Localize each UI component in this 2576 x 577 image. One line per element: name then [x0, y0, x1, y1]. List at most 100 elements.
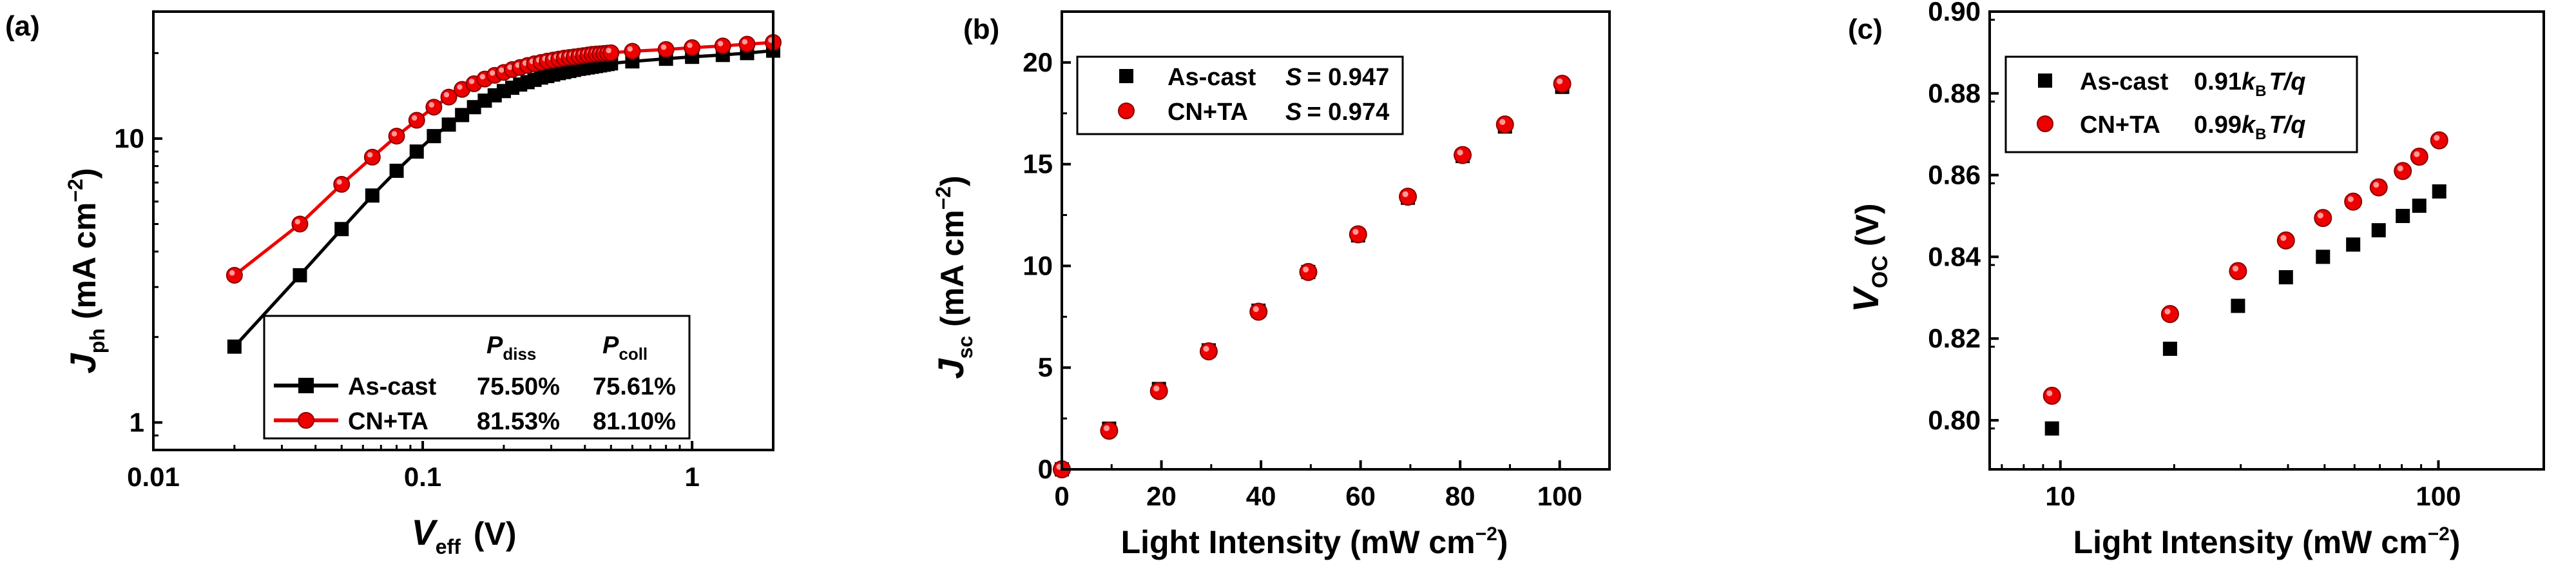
panel-c-frame [1988, 10, 2545, 471]
data-point-highlight [336, 179, 342, 185]
data-point-highlight [2046, 390, 2053, 396]
panel-b-ytick-label: 0 [1038, 454, 1053, 484]
legend-pdiss-cnta: 81.53% [477, 408, 560, 435]
data-point-highlight [2347, 196, 2354, 202]
panel-b-plot-area [1053, 75, 1572, 478]
legend-c-slope-ascast: 0.91kB T/q [2194, 68, 2305, 100]
data-point-cn-ta [2160, 305, 2179, 324]
data-point-as-cast [2396, 208, 2410, 223]
data-point-cn-ta [2314, 209, 2332, 228]
data-point-cn-ta [2344, 192, 2363, 211]
panel-c-ytick-label: 0.90 [1928, 0, 1981, 26]
panel-b-xtick-label: 80 [1445, 481, 1475, 511]
panel-b-ytick-label: 5 [1038, 352, 1053, 382]
data-point-as-cast [2278, 270, 2293, 285]
data-point-cn-ta [1249, 302, 1268, 321]
data-point-cn-ta [624, 43, 641, 60]
data-point-highlight [742, 39, 748, 45]
data-point-as-cast [441, 117, 456, 132]
data-point-cn-ta [2394, 162, 2412, 181]
panel-a-xtick-label: 0.1 [404, 462, 441, 492]
legend-b-stat-ascast: S = 0.947 [1285, 64, 1389, 91]
panel-c-ytick-label: 0.84 [1928, 241, 1981, 271]
legend-b-label-cnta: CN+TA [1168, 99, 1248, 126]
data-point-highlight [457, 84, 463, 90]
legend-b-stat-cnta: S = 0.974 [1285, 99, 1389, 126]
data-point-cn-ta [1149, 382, 1168, 400]
panel-c-xtick-label: 100 [2416, 481, 2461, 511]
data-point-highlight [2164, 308, 2171, 315]
data-point-cn-ta [2043, 386, 2061, 405]
data-point-highlight [2317, 212, 2323, 219]
data-point-cn-ta [408, 112, 425, 129]
panel-b-xlabel: Light Intensity (mW cm−2) [1121, 523, 1508, 560]
data-point-highlight [627, 46, 633, 52]
panel-b-ytick-label: 15 [1023, 149, 1053, 179]
legend-c-slope-cnta: 0.99kB T/q [2194, 112, 2305, 143]
panel-c: (c) 10 100 0.80 0.82 0.84 0.86 0.88 0.90 VOC(V)… [1845, 0, 2545, 560]
panel-c-ytick-label: 0.86 [1928, 160, 1981, 190]
data-point-highlight [2414, 151, 2420, 157]
panel-b-xtick-label: 100 [1537, 481, 1582, 511]
data-point-cn-ta [2430, 131, 2448, 150]
data-point-highlight [660, 44, 667, 50]
data-point-highlight [489, 70, 495, 76]
data-point-as-cast [2371, 223, 2386, 238]
data-point-as-cast [293, 268, 307, 282]
data-point-cn-ta [226, 266, 243, 284]
data-point-as-cast [2432, 184, 2446, 199]
data-point-highlight [717, 41, 724, 46]
data-point-as-cast [2231, 298, 2245, 313]
legend-b-label-ascast: As-cast [1168, 64, 1256, 91]
data-point-cn-ta [291, 215, 309, 233]
legend-marker-cnta [298, 412, 314, 429]
data-point-cn-ta [1399, 188, 1418, 206]
panel-c-ticks: 10 100 0.80 0.82 0.84 0.86 0.88 0.90 [1928, 0, 2461, 511]
data-point-cn-ta [425, 99, 443, 116]
data-point-highlight [1153, 386, 1160, 392]
data-point-as-cast [427, 129, 441, 144]
data-point-highlight [468, 79, 475, 84]
panel-label-a: (a) [5, 10, 40, 42]
legend-pdiss-ascast: 75.50% [477, 373, 560, 400]
data-point-highlight [428, 102, 434, 108]
panel-b-frame [1061, 10, 1611, 471]
data-point-highlight [515, 62, 521, 68]
data-point-cn-ta [2229, 262, 2247, 280]
legend-c-marker-ascast [2038, 73, 2052, 88]
panel-b-ytick-label: 10 [1023, 250, 1053, 280]
panel-a-legend-box [263, 315, 691, 440]
data-point-highlight [2280, 235, 2287, 241]
data-point-as-cast [455, 108, 470, 122]
panel-c-legend: As-cast 0.91kB T/q CN+TA 0.99kB T/q [2004, 55, 2358, 153]
legend-c-marker-cnta [2037, 115, 2053, 132]
data-point-as-cast [2412, 199, 2427, 213]
panel-b-ylabel: Jsc(mA cm−2) [930, 175, 977, 378]
data-point-cn-ta [1100, 422, 1119, 440]
data-point-cn-ta [1199, 342, 1218, 360]
data-point-highlight [2397, 165, 2403, 171]
data-point-highlight [411, 115, 418, 121]
data-point-cn-ta [1454, 146, 1472, 164]
data-point-highlight [1402, 191, 1408, 197]
data-point-highlight [367, 152, 373, 158]
data-point-as-cast [2316, 249, 2331, 264]
data-point-cn-ta [1299, 262, 1318, 281]
data-point-cn-ta [684, 39, 701, 56]
data-point-cn-ta [333, 175, 351, 193]
data-point-highlight [606, 48, 611, 54]
data-point-as-cast [389, 163, 404, 178]
data-point-cn-ta [2276, 231, 2295, 249]
panel-a-ytick-label: 10 [114, 123, 144, 153]
legend-b-marker-cnta [1118, 103, 1135, 119]
data-point-as-cast [227, 339, 242, 354]
panel-c-ytick-label: 0.82 [1928, 323, 1981, 353]
panel-a-ytick-label: 1 [130, 407, 144, 437]
legend-pcoll-cnta: 81.10% [593, 408, 676, 435]
data-point-highlight [1203, 346, 1209, 352]
data-point-highlight [1499, 119, 1506, 125]
legend-c-label-ascast: As-cast [2080, 68, 2169, 95]
data-point-highlight [499, 67, 505, 73]
legend-b-marker-ascast [1119, 69, 1133, 83]
legend-marker-ascast [298, 378, 314, 393]
